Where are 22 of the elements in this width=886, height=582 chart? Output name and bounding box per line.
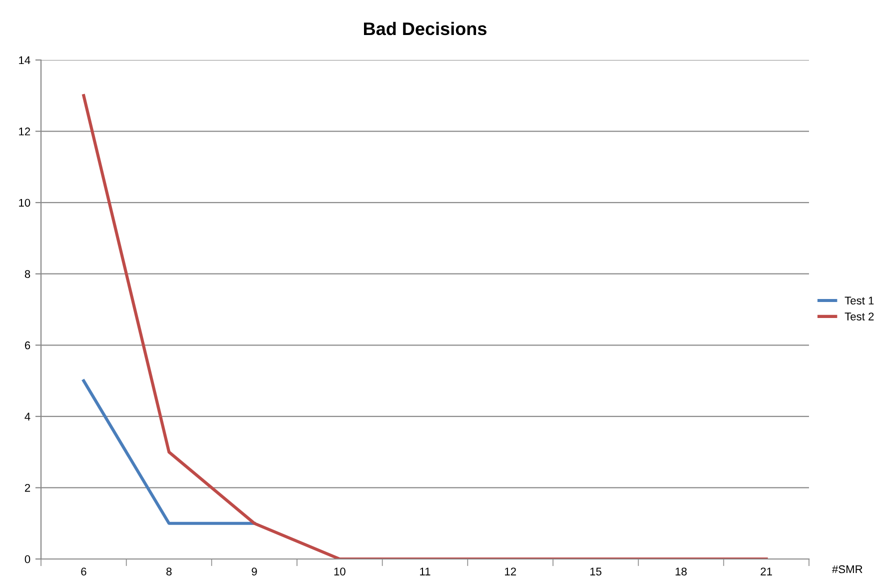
y-tick-label: 4 [24,412,30,420]
y-tick-label: 2 [24,484,30,492]
x-tick-label: 10 [334,568,346,576]
x-tick-label: 21 [760,568,772,576]
y-tick-label: 10 [19,198,30,207]
legend-label: Test 2 [844,312,874,320]
x-tick-label: 15 [590,568,602,576]
x-tick-label: 18 [676,568,687,576]
x-tick-label: 6 [81,568,86,576]
x-tick-label: 9 [252,568,257,576]
legend-label: Test 1 [844,296,874,305]
y-tick-label: 12 [19,128,30,136]
line-series [82,94,768,559]
y-tick-label: 14 [19,56,30,64]
x-tick-label: 12 [505,568,516,576]
y-tick-label: 0 [24,555,30,564]
y-tick-label: 6 [24,341,30,350]
chart-title: Bad Decisions [364,22,486,36]
x-tick-label: 11 [420,568,430,576]
x-axis-title: #SMR [832,565,862,574]
y-tick-label: 8 [24,270,30,278]
x-tick-label: 8 [166,568,172,576]
